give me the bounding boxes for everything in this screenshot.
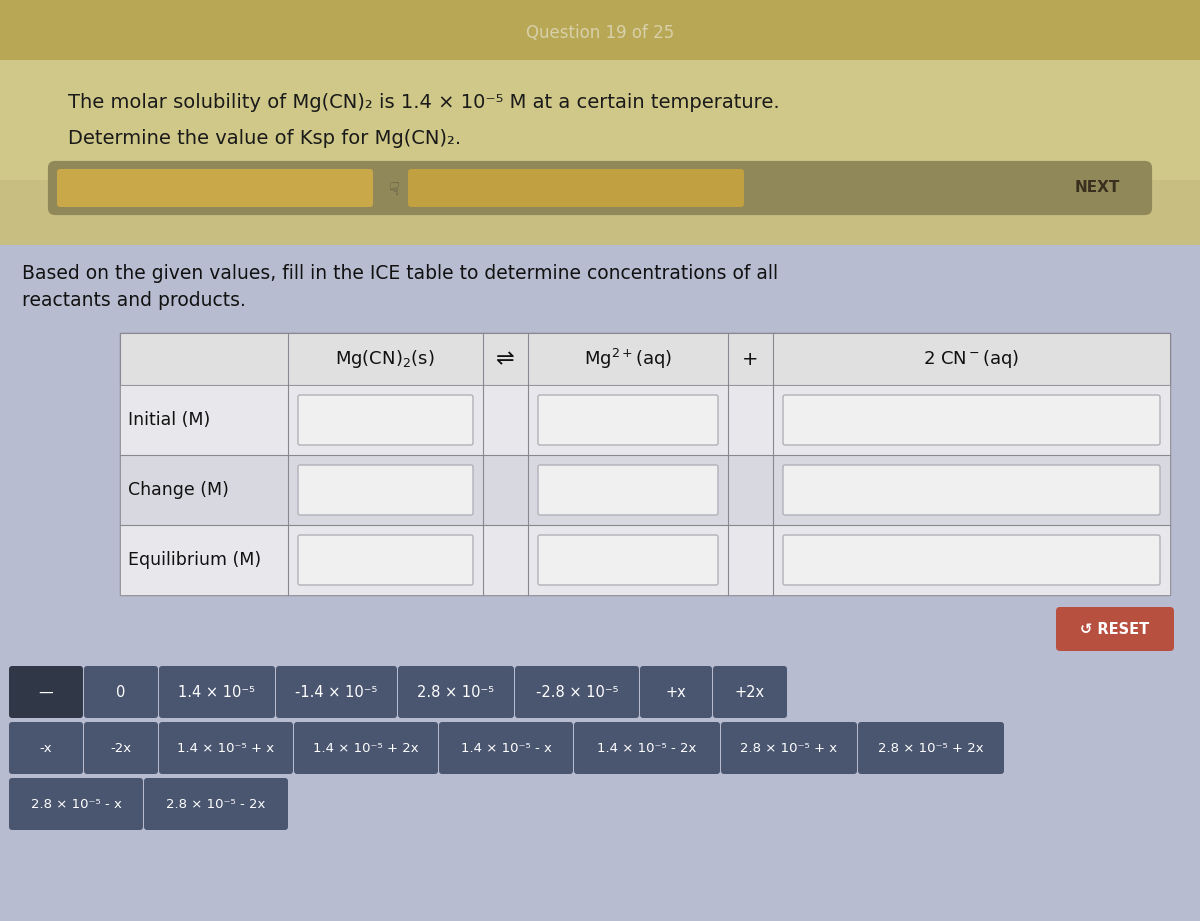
Text: -x: -x bbox=[40, 741, 53, 754]
FancyBboxPatch shape bbox=[515, 666, 640, 718]
Text: 1.4 × 10⁻⁵: 1.4 × 10⁻⁵ bbox=[179, 684, 256, 700]
FancyBboxPatch shape bbox=[120, 333, 1170, 595]
Text: 1.4 × 10⁻⁵ + x: 1.4 × 10⁻⁵ + x bbox=[178, 741, 275, 754]
Text: 2.8 × 10⁻⁵: 2.8 × 10⁻⁵ bbox=[418, 684, 494, 700]
Text: Equilibrium (M): Equilibrium (M) bbox=[128, 551, 262, 569]
Text: -2.8 × 10⁻⁵: -2.8 × 10⁻⁵ bbox=[535, 684, 618, 700]
FancyBboxPatch shape bbox=[144, 778, 288, 830]
FancyBboxPatch shape bbox=[158, 666, 275, 718]
FancyBboxPatch shape bbox=[574, 722, 720, 774]
FancyBboxPatch shape bbox=[298, 465, 473, 515]
FancyBboxPatch shape bbox=[784, 465, 1160, 515]
Text: 2.8 × 10⁻⁵ - x: 2.8 × 10⁻⁵ - x bbox=[30, 798, 121, 810]
Text: 0: 0 bbox=[116, 684, 126, 700]
FancyBboxPatch shape bbox=[120, 333, 1170, 385]
Text: ⇌: ⇌ bbox=[496, 349, 515, 369]
Text: 2.8 × 10⁻⁵ - 2x: 2.8 × 10⁻⁵ - 2x bbox=[167, 798, 265, 810]
Text: Based on the given values, fill in the ICE table to determine concentrations of : Based on the given values, fill in the I… bbox=[22, 263, 778, 283]
FancyBboxPatch shape bbox=[10, 778, 143, 830]
Text: NEXT: NEXT bbox=[1074, 181, 1120, 195]
FancyBboxPatch shape bbox=[0, 60, 1200, 245]
Text: 2.8 × 10⁻⁵ + 2x: 2.8 × 10⁻⁵ + 2x bbox=[878, 741, 984, 754]
FancyBboxPatch shape bbox=[0, 60, 1200, 180]
FancyBboxPatch shape bbox=[0, 245, 1200, 921]
FancyBboxPatch shape bbox=[120, 525, 1170, 595]
FancyBboxPatch shape bbox=[538, 465, 718, 515]
Text: Change (M): Change (M) bbox=[128, 481, 229, 499]
Text: +2x: +2x bbox=[734, 684, 766, 700]
Text: reactants and products.: reactants and products. bbox=[22, 290, 246, 309]
FancyBboxPatch shape bbox=[640, 666, 712, 718]
FancyBboxPatch shape bbox=[784, 395, 1160, 445]
Text: 1.4 × 10⁻⁵ + 2x: 1.4 × 10⁻⁵ + 2x bbox=[313, 741, 419, 754]
FancyBboxPatch shape bbox=[721, 722, 857, 774]
FancyBboxPatch shape bbox=[408, 169, 744, 207]
Text: —: — bbox=[38, 684, 53, 700]
FancyBboxPatch shape bbox=[298, 535, 473, 585]
FancyBboxPatch shape bbox=[120, 455, 1170, 525]
FancyBboxPatch shape bbox=[538, 535, 718, 585]
FancyBboxPatch shape bbox=[276, 666, 397, 718]
Text: Initial (M): Initial (M) bbox=[128, 411, 210, 429]
FancyBboxPatch shape bbox=[713, 666, 787, 718]
FancyBboxPatch shape bbox=[0, 0, 1200, 60]
FancyBboxPatch shape bbox=[858, 722, 1004, 774]
Text: -2x: -2x bbox=[110, 741, 132, 754]
Text: 1.4 × 10⁻⁵ - 2x: 1.4 × 10⁻⁵ - 2x bbox=[598, 741, 697, 754]
FancyBboxPatch shape bbox=[10, 722, 83, 774]
FancyBboxPatch shape bbox=[784, 535, 1160, 585]
Text: 2.8 × 10⁻⁵ + x: 2.8 × 10⁻⁵ + x bbox=[740, 741, 838, 754]
Text: +: + bbox=[742, 349, 758, 368]
FancyBboxPatch shape bbox=[439, 722, 574, 774]
FancyBboxPatch shape bbox=[58, 169, 373, 207]
FancyBboxPatch shape bbox=[1056, 607, 1174, 651]
Text: Question 19 of 25: Question 19 of 25 bbox=[526, 24, 674, 42]
Text: ☟: ☟ bbox=[389, 181, 400, 199]
FancyBboxPatch shape bbox=[84, 666, 158, 718]
FancyBboxPatch shape bbox=[158, 722, 293, 774]
Text: The molar solubility of Mg(CN)₂ is 1.4 × 10⁻⁵ M at a certain temperature.: The molar solubility of Mg(CN)₂ is 1.4 ×… bbox=[68, 94, 780, 112]
FancyBboxPatch shape bbox=[298, 395, 473, 445]
FancyBboxPatch shape bbox=[50, 163, 1150, 213]
Text: +x: +x bbox=[666, 684, 686, 700]
Text: Mg$^{2+}$(aq): Mg$^{2+}$(aq) bbox=[584, 347, 672, 371]
FancyBboxPatch shape bbox=[538, 395, 718, 445]
Text: Mg(CN)$_2$(s): Mg(CN)$_2$(s) bbox=[335, 348, 434, 370]
Text: Determine the value of Ksp for Mg(CN)₂.: Determine the value of Ksp for Mg(CN)₂. bbox=[68, 129, 461, 147]
Text: 1.4 × 10⁻⁵ - x: 1.4 × 10⁻⁵ - x bbox=[461, 741, 552, 754]
Text: ↺ RESET: ↺ RESET bbox=[1080, 622, 1150, 636]
FancyBboxPatch shape bbox=[10, 666, 83, 718]
FancyBboxPatch shape bbox=[294, 722, 438, 774]
FancyBboxPatch shape bbox=[398, 666, 514, 718]
Text: -1.4 × 10⁻⁵: -1.4 × 10⁻⁵ bbox=[295, 684, 378, 700]
FancyBboxPatch shape bbox=[84, 722, 158, 774]
Text: 2 CN$^-$(aq): 2 CN$^-$(aq) bbox=[923, 348, 1019, 370]
FancyBboxPatch shape bbox=[120, 385, 1170, 455]
